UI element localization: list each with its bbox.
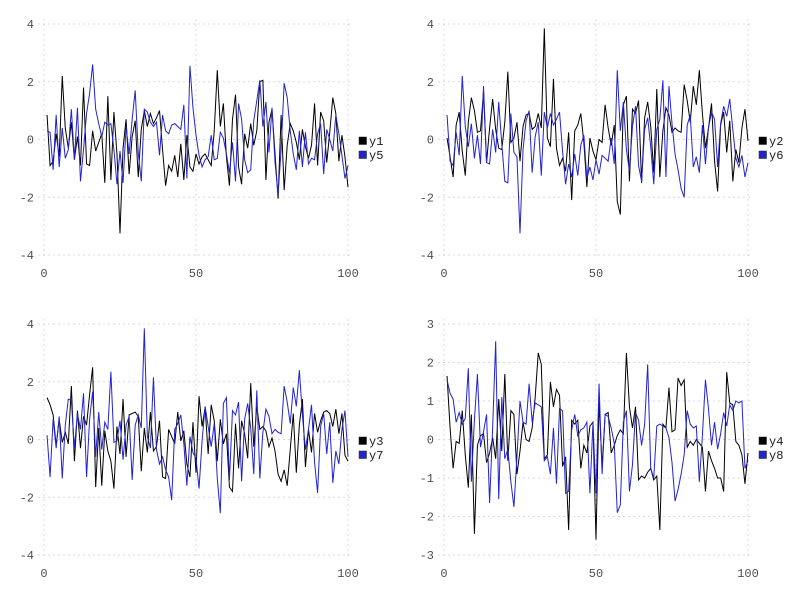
y-tick-label: 2 <box>427 357 434 371</box>
tick-labels: -3 -2 -1 0 1 2 3 0 50 100 <box>420 318 759 581</box>
y-tick-label: 4 <box>427 18 434 32</box>
legend-swatch-y1 <box>358 136 367 145</box>
series-y8-line <box>446 341 749 513</box>
x-tick-label: 100 <box>337 567 359 581</box>
y-tick-label: 0 <box>427 134 434 148</box>
x-tick-label: 50 <box>589 267 603 281</box>
subplot-bottom-left: -4 -2 0 2 4 0 50 100 y3 y7 <box>0 300 400 600</box>
legend-label-y8: y8 <box>769 449 783 463</box>
x-tick-label: 0 <box>440 567 447 581</box>
y-tick-label: 0 <box>27 134 34 148</box>
y-tick-label: 4 <box>27 318 34 332</box>
y-tick-label: -4 <box>420 249 434 263</box>
x-tick-label: 50 <box>589 567 603 581</box>
legend-label-y3: y3 <box>369 435 383 449</box>
legend-swatch-y8 <box>758 450 767 459</box>
series-y7-line <box>46 328 349 514</box>
x-tick-label: 0 <box>40 267 47 281</box>
y-tick-label: 0 <box>427 434 434 448</box>
y-tick-label: 0 <box>27 434 34 448</box>
x-tick-label: 100 <box>737 567 759 581</box>
y-tick-label: 1 <box>427 395 434 409</box>
legend-swatch-y4 <box>758 436 767 445</box>
y-tick-label: 2 <box>27 376 34 390</box>
y-tick-label: -2 <box>420 191 434 205</box>
y-tick-label: -4 <box>20 549 34 563</box>
legend-swatch-y6 <box>758 150 767 159</box>
legend-swatch-y5 <box>358 150 367 159</box>
y-tick-label: 3 <box>427 318 434 332</box>
x-tick-label: 0 <box>40 567 47 581</box>
legend-swatch-y7 <box>358 450 367 459</box>
x-tick-label: 50 <box>189 567 203 581</box>
series-y6-line <box>446 70 749 234</box>
x-tick-label: 50 <box>189 267 203 281</box>
legend-label-y1: y1 <box>369 135 383 149</box>
x-tick-label: 0 <box>440 267 447 281</box>
x-tick-label: 100 <box>337 267 359 281</box>
legend-swatch-y2 <box>758 136 767 145</box>
series-y2-line <box>446 28 749 215</box>
series-y1-line <box>46 70 349 234</box>
subplot-top-left: -4 -2 0 2 4 0 50 100 y1 y5 <box>0 0 400 300</box>
y-tick-label: 4 <box>27 18 34 32</box>
legend-label-y4: y4 <box>769 435 783 449</box>
gridlines <box>438 319 752 559</box>
tick-labels: -4 -2 0 2 4 0 50 100 <box>420 18 759 281</box>
series-y5-line <box>46 64 349 195</box>
y-tick-label: -2 <box>420 511 434 525</box>
y-tick-label: 2 <box>27 76 34 90</box>
gridlines <box>38 19 352 259</box>
tick-labels: -4 -2 0 2 4 0 50 100 <box>20 18 359 281</box>
y-tick-label: -2 <box>20 491 34 505</box>
y-tick-label: 2 <box>427 76 434 90</box>
y-tick-label: -4 <box>20 249 34 263</box>
subplot-bottom-right: -3 -2 -1 0 1 2 3 0 50 100 y4 y8 <box>400 300 800 600</box>
legend-label-y5: y5 <box>369 149 383 163</box>
legend-swatch-y3 <box>358 436 367 445</box>
legend-label-y6: y6 <box>769 149 783 163</box>
tick-labels: -4 -2 0 2 4 0 50 100 <box>20 318 359 581</box>
y-tick-label: -1 <box>420 472 434 486</box>
legend-label-y7: y7 <box>369 449 383 463</box>
series-y3-line <box>46 367 349 493</box>
y-tick-label: -3 <box>420 549 434 563</box>
x-tick-label: 100 <box>737 267 759 281</box>
subplot-top-right: -4 -2 0 2 4 0 50 100 y2 y6 <box>400 0 800 300</box>
y-tick-label: -2 <box>20 191 34 205</box>
legend-label-y2: y2 <box>769 135 783 149</box>
